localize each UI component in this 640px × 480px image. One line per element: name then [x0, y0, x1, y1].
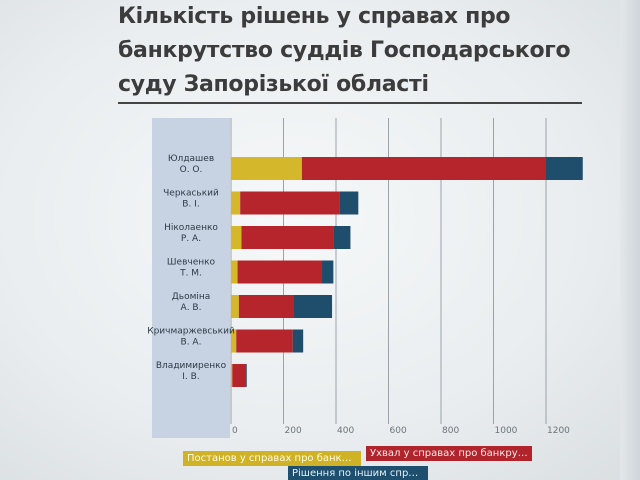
- title-divider: [118, 102, 582, 104]
- category-label: В. І.: [182, 200, 199, 210]
- x-tick-label: 400: [337, 426, 354, 436]
- x-axis-ticks: 0 200 400 600 800 1000 1200: [232, 426, 570, 436]
- x-tick-label: 200: [285, 426, 302, 436]
- x-tick-label: 0: [232, 426, 238, 436]
- bars: [231, 157, 583, 387]
- bar-segment: [236, 329, 293, 353]
- legend-item-resolutions: Постанов у справах про банкрутст...: [183, 451, 361, 466]
- bar-segment: [294, 295, 333, 318]
- bar-segment: [333, 226, 351, 249]
- bar-segment: [231, 260, 238, 284]
- bar-segment: [339, 191, 359, 215]
- bar-segment: [241, 226, 334, 249]
- category-label: Ніколаенко: [164, 223, 218, 233]
- category-label: А. В.: [181, 303, 202, 313]
- category-label: Шевченко: [167, 258, 216, 268]
- bar-segment: [321, 260, 334, 284]
- category-label: В. А.: [181, 338, 202, 348]
- bar-segment: [237, 260, 322, 284]
- category-label: І. В.: [182, 372, 199, 382]
- legend-item-other-decisions: Рішення по іншим справам: [288, 466, 428, 480]
- x-tick-label: 1000: [495, 426, 518, 436]
- category-label: Юлдашев: [168, 154, 214, 164]
- bar-segment: [231, 226, 242, 249]
- x-tick-label: 600: [390, 426, 407, 436]
- label-panel: [152, 118, 230, 438]
- bar-segment: [301, 157, 546, 180]
- bar-segment: [231, 191, 241, 215]
- category-label: Владимиренко: [156, 361, 227, 371]
- category-label: Кричмаржевський: [147, 327, 235, 337]
- x-tick-label: 800: [442, 426, 459, 436]
- bar-segment: [245, 364, 247, 387]
- x-tick-label: 1200: [547, 426, 570, 436]
- category-label: Черкаський: [163, 189, 219, 199]
- category-label: Р. А.: [181, 234, 201, 244]
- adjacent-page-edge: [620, 0, 640, 480]
- category-label: О. О.: [180, 165, 203, 175]
- bar-segment: [292, 329, 304, 353]
- bar-segment: [231, 157, 302, 180]
- bar-segment: [238, 295, 294, 318]
- category-label: Т. М.: [179, 269, 202, 279]
- bar-segment: [231, 364, 233, 387]
- chart-title: Кількість рішень у справах про банкрутст…: [118, 4, 571, 97]
- bar-segment: [546, 157, 583, 180]
- bar-segment: [231, 295, 239, 318]
- bar-segment: [232, 364, 246, 387]
- bar-segment: [240, 191, 340, 215]
- legend-item-rulings: Ухвал у справах про банкрутство: [366, 446, 532, 461]
- bar-segment: [231, 329, 237, 353]
- category-label: Дьоміна: [172, 292, 211, 302]
